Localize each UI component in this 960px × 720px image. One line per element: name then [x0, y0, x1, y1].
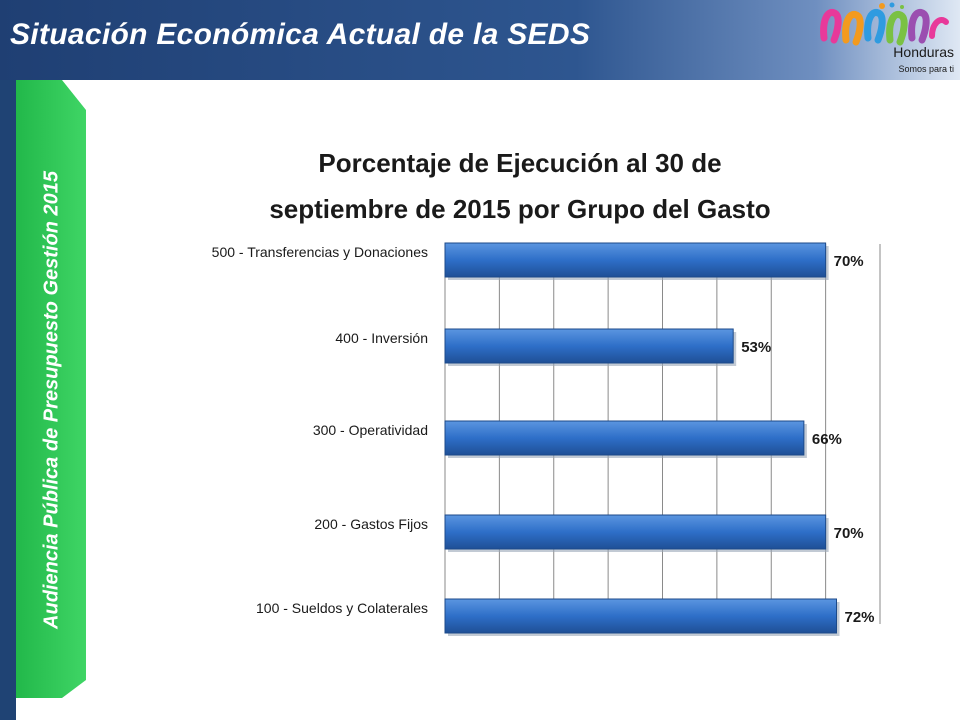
- category-label: 200 - Gastos Fijos: [314, 516, 428, 532]
- chart-title-line1: Porcentaje de Ejecución al 30 de: [318, 148, 722, 178]
- side-stripe-dark: [0, 80, 16, 720]
- value-label: 72%: [845, 609, 875, 626]
- chart-title-line2: septiembre de 2015 por Grupo del Gasto: [269, 194, 771, 224]
- bar: [444, 420, 805, 456]
- bar: [444, 514, 827, 550]
- side-banner: [16, 80, 86, 698]
- page-title: Situación Económica Actual de la SEDS: [10, 18, 591, 51]
- honduras-logo: Honduras Somos para ti: [812, 0, 960, 80]
- chart-title: Porcentaje de Ejecución al 30 de septiem…: [220, 140, 820, 232]
- category-label: 100 - Sueldos y Colaterales: [256, 600, 428, 616]
- bar: [444, 598, 837, 634]
- bar: [444, 328, 734, 364]
- category-label: 500 - Transferencias y Donaciones: [212, 244, 428, 260]
- value-label: 66%: [812, 431, 842, 448]
- honduras-logo-icon: [820, 2, 949, 46]
- value-label: 70%: [834, 253, 864, 270]
- value-label: 53%: [741, 339, 771, 356]
- category-label: 400 - Inversión: [335, 330, 428, 346]
- header-bar: Situación Económica Actual de la SEDS Ho…: [0, 0, 960, 80]
- logo-name: Honduras: [893, 44, 954, 60]
- category-label: 300 - Operatividad: [313, 422, 428, 438]
- logo-tagline: Somos para ti: [898, 64, 954, 74]
- value-label: 70%: [834, 525, 864, 542]
- bar: [444, 242, 827, 278]
